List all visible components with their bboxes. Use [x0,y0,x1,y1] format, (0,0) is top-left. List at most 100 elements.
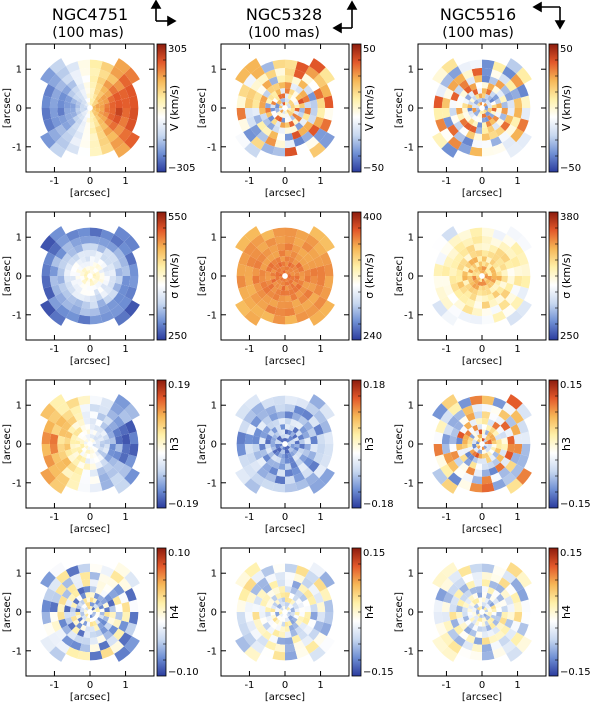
bin [243,464,257,479]
bin [106,73,119,85]
bin [443,452,454,465]
bin [246,87,257,100]
bin [299,89,308,99]
bin [482,93,486,99]
bin [262,117,271,127]
bin [84,277,89,282]
bin [453,73,466,85]
bin [510,452,521,465]
bin [286,102,291,107]
bin [70,266,78,273]
bin [118,128,132,143]
bin [474,452,480,459]
bin [77,146,90,157]
bin [58,91,68,102]
bin [252,108,260,117]
bin [499,113,508,121]
bin [492,93,500,101]
bin [478,110,482,115]
bin [90,133,99,141]
bin [97,265,103,272]
bin [313,620,324,633]
bin [289,115,296,121]
bin [90,146,103,157]
bin [55,460,67,473]
bin [285,650,298,661]
bin [93,424,100,432]
bin [441,433,451,444]
bin [84,270,89,275]
bin [95,82,103,91]
bin [467,594,475,602]
bin [61,624,72,636]
bin [475,250,482,257]
bin [86,621,90,627]
bin [272,125,280,134]
bin [456,612,463,619]
bin [299,117,308,127]
bin [112,91,122,102]
bin [272,112,278,119]
bin [90,453,94,459]
bin [487,276,492,281]
colorbar-min-label: 250 [560,331,579,342]
bin [128,263,139,276]
bin [462,602,470,609]
bin [465,130,476,140]
y-tick-label: -1 [207,646,217,657]
bin [520,599,531,612]
bin [285,117,289,123]
bin [482,227,495,238]
bin [61,73,74,85]
bin [289,283,296,289]
bin [435,118,448,133]
bin [491,608,497,612]
bin [288,456,295,464]
bin [294,626,304,635]
bin [285,424,291,430]
bin [270,608,276,612]
bin [302,263,311,271]
bin [55,640,70,654]
bin [520,612,531,625]
bin [288,279,294,285]
bin [500,420,511,432]
bin [462,102,468,108]
bin [478,446,482,451]
bin [51,620,62,633]
bin [270,258,278,266]
bin [274,67,285,77]
bin [473,637,482,645]
bin [313,241,327,256]
bin [473,111,479,117]
bin [469,629,477,638]
bins-ngc4751-sigma [40,226,140,326]
bin [458,294,470,305]
bin [496,270,502,276]
bin [278,295,285,302]
bin [516,419,529,434]
bin [492,478,507,491]
bin [90,117,94,123]
x-tick-label: -1 [244,344,254,355]
bin [302,113,311,121]
bin [92,104,97,108]
x-tick-label: 1 [514,680,520,691]
bin [256,624,267,636]
bin [90,93,94,99]
x-tick-label: 1 [317,176,323,187]
bin [272,563,285,574]
bin [471,571,482,581]
bin [513,444,523,455]
bin [313,116,324,129]
bin [253,91,263,102]
bin [478,93,482,99]
bin [77,250,85,259]
bin [506,646,523,662]
bin [295,565,310,578]
bin [297,415,309,426]
bin [128,276,139,289]
y-axis-label: [arcsec] [2,88,13,128]
